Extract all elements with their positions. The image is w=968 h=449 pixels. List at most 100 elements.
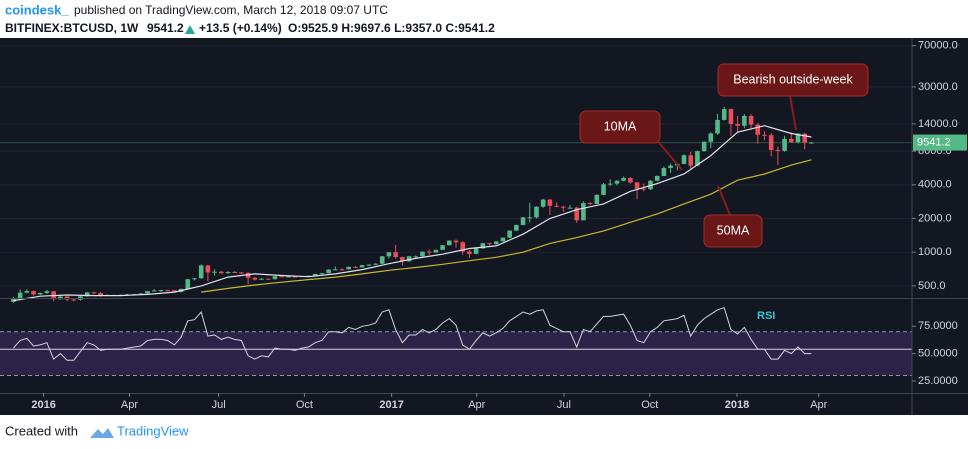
candle-body — [587, 203, 593, 205]
y-tick-label: 25.0000 — [918, 375, 958, 387]
candle-body — [319, 273, 325, 275]
candle-body — [668, 165, 673, 169]
candle-body — [245, 272, 251, 278]
x-tick-label: Oct — [641, 399, 658, 411]
candle-body — [265, 278, 271, 280]
candle-body — [98, 293, 103, 296]
plot — [0, 45, 912, 376]
candle-body — [413, 256, 419, 258]
y-tick-label: 70000.0 — [918, 40, 958, 52]
y-tick-label: 75.0000 — [918, 320, 958, 332]
y-tick-label: 30000.0 — [918, 81, 958, 93]
candle-body — [795, 133, 801, 143]
x-tick-label: Oct — [296, 399, 313, 411]
y-tick-label: 1000.0 — [918, 246, 952, 258]
candle-body — [339, 269, 345, 271]
candle-body — [172, 290, 177, 293]
candle-body — [527, 217, 533, 219]
x-tick-label: Jul — [557, 399, 571, 411]
candle-body — [594, 194, 600, 204]
candle-body — [607, 183, 613, 185]
brand[interactable]: coindesk_ — [5, 2, 69, 17]
annotation-text: 10MA — [604, 119, 637, 133]
candle-body — [721, 109, 727, 120]
candle-body — [453, 240, 459, 243]
pointer — [654, 137, 683, 171]
annotation-text: Bearish outside-week — [733, 72, 853, 86]
candle-body — [581, 203, 586, 221]
candle-body — [205, 265, 211, 273]
annotation-text: 50MA — [717, 223, 750, 237]
annotation: Bearish outside-week — [717, 63, 869, 131]
candle-body — [809, 142, 814, 144]
x-tick-label: Jul — [212, 399, 226, 411]
price-badge-text: 9541.2 — [917, 136, 951, 148]
candle-body — [688, 155, 694, 166]
candle-body — [775, 149, 781, 151]
candle-body — [232, 271, 238, 273]
candle-body — [560, 206, 566, 208]
candle-body — [386, 252, 392, 257]
candle-body — [212, 271, 217, 273]
candle-body — [312, 273, 318, 276]
pointer — [789, 95, 797, 131]
candle-body — [11, 298, 16, 302]
candle-body — [138, 293, 144, 295]
candle-body — [225, 271, 231, 274]
price-badge — [913, 134, 967, 151]
footer-brand[interactable]: TradingView — [117, 423, 189, 438]
rsi-line — [13, 307, 812, 361]
candle-body — [366, 264, 372, 266]
candle-body — [601, 184, 606, 195]
candle-body — [574, 207, 580, 221]
candle-body — [748, 115, 754, 125]
candle-body — [507, 230, 512, 238]
ohlc: O:9525.9 H:9697.6 L:9357.0 C:9541.2 — [288, 21, 495, 35]
candle-body — [58, 296, 63, 300]
candle-body — [145, 291, 150, 294]
candle-body — [681, 155, 687, 164]
annotation-box — [717, 63, 869, 97]
candle-body — [755, 124, 761, 135]
candle-body — [540, 199, 546, 207]
x-tick-label: Apr — [121, 399, 138, 411]
candle-body — [742, 115, 747, 126]
candle-body — [467, 251, 472, 254]
symbol: BITFINEX:BTCUSD, 1W — [5, 21, 139, 35]
candle-body — [37, 293, 43, 295]
candle-body — [695, 151, 700, 166]
candle-body — [493, 241, 499, 245]
candle-body — [701, 141, 707, 152]
candle-body — [292, 276, 298, 278]
candle-body — [44, 291, 50, 294]
candle-body — [192, 278, 197, 280]
candle-body — [286, 276, 291, 278]
candle-body — [151, 290, 157, 292]
candle-body — [500, 237, 506, 242]
candle-body — [84, 292, 90, 297]
candle-body — [735, 123, 740, 126]
candle-body — [514, 225, 519, 231]
candle-body — [420, 251, 425, 257]
candle-body — [359, 265, 365, 268]
candle-body — [433, 249, 439, 253]
y-tick-label: 2000.0 — [918, 212, 952, 224]
y-tick-label: 50.0000 — [918, 348, 958, 360]
candle-body — [768, 135, 774, 150]
up-arrow — [185, 25, 195, 34]
candle-body — [554, 205, 559, 207]
pointer — [717, 185, 731, 216]
candle-body — [634, 182, 640, 189]
candle-body — [406, 256, 412, 262]
candle-body — [547, 199, 553, 206]
candle-body — [379, 256, 385, 264]
candle-body — [239, 272, 244, 274]
candle-body — [346, 266, 352, 270]
candle-body — [473, 248, 479, 254]
candle-body — [24, 291, 30, 293]
x-tick-label: 2018 — [725, 399, 749, 411]
candle-body — [487, 243, 492, 245]
candle-body — [332, 269, 338, 271]
